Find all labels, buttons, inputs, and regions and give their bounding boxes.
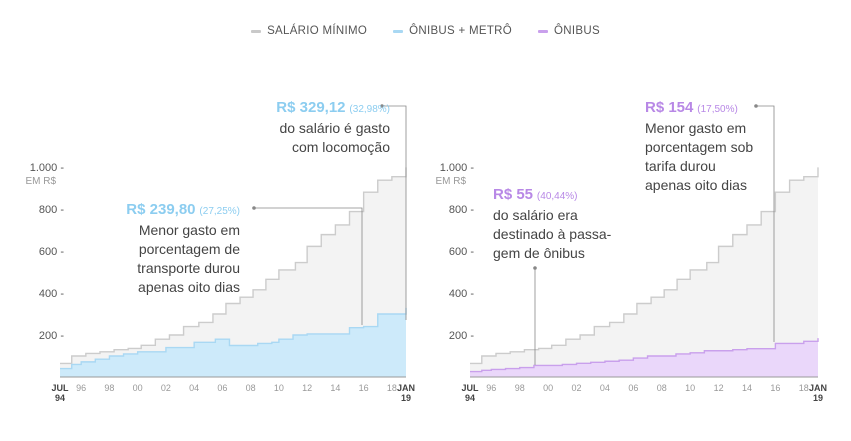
left-panel-x-tick-label: 98 <box>104 383 114 393</box>
left-panel-x-tick-label: 02 <box>161 383 171 393</box>
right-panel-y-tick-label: 800 - <box>449 204 474 216</box>
right-panel-x-tick-label: 00 <box>543 383 553 393</box>
legend-swatch <box>393 29 404 33</box>
right-panel-x-tick-label: 04 <box>600 383 610 393</box>
left-panel-y-tick-label: 600 - <box>39 246 64 258</box>
left-panel-x-tick-label: 18 <box>387 383 397 393</box>
right-panel-salario-area <box>470 167 818 377</box>
right-panel-salario-line <box>470 167 819 365</box>
legend-label: ÔNIBUS + METRÔ <box>409 25 513 37</box>
right-panel-x-tick-label: 14 <box>742 383 752 393</box>
annotation-line: porcentagem sob <box>645 139 754 155</box>
annotation-pct: (32,98%) <box>349 104 390 115</box>
leader-left-mid-dot <box>252 206 256 210</box>
left-panel-salario-line <box>60 167 407 365</box>
annotation-value: R$ 154 <box>645 99 694 116</box>
right-panel-x-tick-label: 98 <box>515 383 525 393</box>
annotation-line: Menor gasto em <box>645 120 747 136</box>
left-panel-y-tick-label: 400 - <box>39 288 64 300</box>
annotation-line: apenas oito dias <box>645 177 747 193</box>
right-panel-x-tick-label: 19 <box>813 393 823 403</box>
left-panel-x-tick-label: JAN <box>397 383 415 393</box>
annotation-left-mid: R$ 239,80 (27,25%) Menor gasto em porcen… <box>90 200 240 297</box>
annotation-pct: (17,50%) <box>697 104 738 115</box>
annotation-pct: (40,44%) <box>536 191 578 202</box>
right-panel-x-tick-label: 96 <box>486 383 496 393</box>
annotation-right-mid: R$ 55 (40,44%) do salário era destinado … <box>493 185 643 263</box>
right-panel-y-unit-label: EM R$ <box>435 176 466 187</box>
annotation-line: Menor gasto em <box>138 222 240 238</box>
annotation-line: porcentagem de <box>138 241 240 257</box>
annotation-line: com locomoção <box>291 139 390 155</box>
annotation-line: do salário é gasto <box>279 120 390 136</box>
left-panel-x-tick-label: 19 <box>401 393 411 403</box>
annotation-left-top: R$ 329,12 (32,98%) do salário é gasto co… <box>200 98 390 157</box>
annotation-value: R$ 239,80 <box>126 201 196 218</box>
left-panel-x-tick-label: 12 <box>302 383 312 393</box>
legend-label: ÔNIBUS <box>554 25 600 37</box>
left-panel-x-tick-label: 00 <box>133 383 143 393</box>
right-panel--nibus-line <box>470 338 819 373</box>
annotation-value: R$ 55 <box>493 186 534 203</box>
left-panel-y-tick-label: 1.000 - <box>30 162 65 174</box>
leader-right-mid-dot <box>533 266 537 270</box>
annotation-line: do salário era <box>493 207 578 223</box>
annotation-value: R$ 329,12 <box>276 99 346 116</box>
annotation-line: tarifa durou <box>645 158 716 174</box>
right-panel-x-tick-label: 02 <box>572 383 582 393</box>
left-panel-x-tick-label: 04 <box>189 383 199 393</box>
left-panel-x-tick-label: JUL <box>51 383 69 393</box>
leader-left-mid <box>254 207 363 325</box>
leader-left-top-dot <box>380 104 384 108</box>
left-panel-y-tick-label: 200 - <box>39 330 64 342</box>
legend-swatch <box>251 29 262 33</box>
legend-item: ÔNIBUS <box>538 25 600 37</box>
left-panel--nibus-metr--area <box>60 307 406 377</box>
annotation-line: transporte durou <box>137 260 240 276</box>
left-panel-x-tick-label: 08 <box>246 383 256 393</box>
annotation-line: apenas oito dias <box>138 279 240 295</box>
right-panel-x-tick-label: 06 <box>628 383 638 393</box>
legend: SALÁRIO MÍNIMO ÔNIBUS + METRÔ ÔNIBUS <box>0 25 851 37</box>
left-panel--nibus-metr--line <box>60 307 407 370</box>
right-panel-y-tick-label: 400 - <box>449 288 474 300</box>
left-panel-y-unit-label: EM R$ <box>25 176 56 187</box>
leader-right-top-dot <box>754 104 758 108</box>
right-panel-x-tick-label: JAN <box>809 383 827 393</box>
left-panel-x-tick-label: 14 <box>330 383 340 393</box>
annotation-line: gem de ônibus <box>493 245 585 261</box>
left-panel-x-tick-label: 16 <box>359 383 369 393</box>
left-panel-x-tick-label: 06 <box>217 383 227 393</box>
right-panel-x-tick-label: 08 <box>657 383 667 393</box>
left-panel-x-tick-label: 94 <box>55 393 65 403</box>
right-panel-y-tick-label: 1.000 - <box>440 162 475 174</box>
right-panel-y-tick-label: 600 - <box>449 246 474 258</box>
right-panel--nibus-area <box>470 338 818 377</box>
right-panel-x-tick-label: 12 <box>714 383 724 393</box>
right-panel-x-tick-label: 94 <box>465 393 475 403</box>
right-panel-x-tick-label: 16 <box>770 383 780 393</box>
annotation-right-top: R$ 154 (17,50%) Menor gasto em porcentag… <box>645 98 795 195</box>
annotation-pct: (27,25%) <box>199 206 240 217</box>
legend-label: SALÁRIO MÍNIMO <box>267 25 368 37</box>
leader-right-top <box>756 105 775 342</box>
legend-swatch <box>538 29 549 33</box>
right-panel-x-tick-label: 10 <box>685 383 695 393</box>
left-panel-x-tick-label: 96 <box>76 383 86 393</box>
left-panel-y-tick-label: 800 - <box>39 204 64 216</box>
right-panel-y-tick-label: 200 - <box>449 330 474 342</box>
legend-item: ÔNIBUS + METRÔ <box>393 25 512 37</box>
legend-item: SALÁRIO MÍNIMO <box>251 25 367 37</box>
annotation-line: destinado à passa- <box>493 226 612 242</box>
right-panel-x-tick-label: JUL <box>461 383 479 393</box>
right-panel-x-tick-label: 18 <box>799 383 809 393</box>
leader-left-top <box>382 105 407 320</box>
left-panel-salario-area <box>60 167 406 377</box>
left-panel-x-tick-label: 10 <box>274 383 284 393</box>
